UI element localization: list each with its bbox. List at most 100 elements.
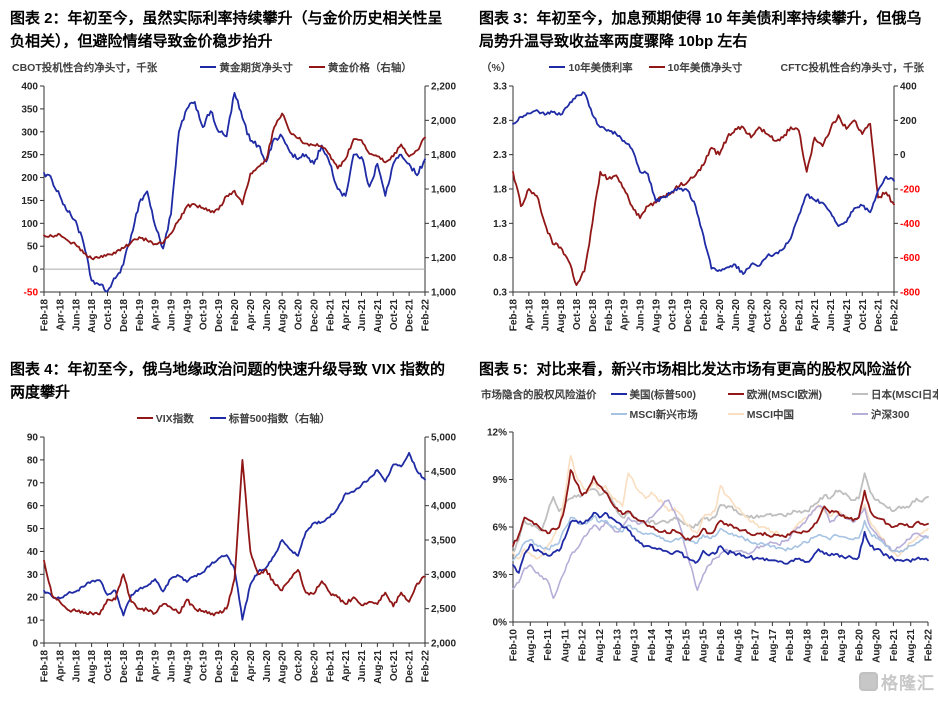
svg-text:Aug-20: Aug-20	[278, 299, 289, 333]
svg-text:Feb-19: Feb-19	[604, 299, 615, 332]
svg-text:Jun-20: Jun-20	[731, 299, 742, 332]
svg-text:200: 200	[21, 173, 38, 184]
legend-item-ust-yield: 10年美债利率	[549, 60, 633, 75]
svg-text:Aug-16: Aug-16	[733, 628, 744, 662]
svg-text:-600: -600	[900, 253, 920, 264]
svg-text:Feb-18: Feb-18	[785, 628, 796, 661]
svg-text:Feb-11: Feb-11	[543, 628, 554, 660]
legend-label: 黄金期货净头寸	[219, 61, 293, 74]
legend-label: 欧洲(MSCI欧洲)	[746, 388, 822, 401]
line-marker-icon	[610, 413, 627, 415]
svg-text:Aug-21: Aug-21	[906, 628, 917, 662]
svg-text:2.8: 2.8	[493, 116, 507, 127]
svg-text:Dec-18: Dec-18	[119, 650, 130, 683]
svg-text:Dec-20: Dec-20	[778, 299, 789, 332]
svg-text:Aug-12: Aug-12	[595, 628, 606, 662]
line-marker-icon	[648, 65, 665, 69]
svg-text:Jun-21: Jun-21	[357, 650, 368, 683]
svg-text:Aug-21: Aug-21	[373, 650, 384, 684]
svg-text:Feb-10: Feb-10	[509, 628, 520, 661]
svg-text:Jun-21: Jun-21	[357, 299, 368, 332]
svg-text:Apr-20: Apr-20	[715, 299, 726, 331]
svg-text:Dec-21: Dec-21	[405, 299, 416, 332]
svg-text:Aug-20: Aug-20	[278, 650, 289, 684]
svg-text:60: 60	[27, 501, 39, 512]
svg-text:Oct-21: Oct-21	[389, 299, 400, 331]
legend-label: 10年美债利率	[568, 61, 633, 74]
svg-text:Feb-18: Feb-18	[40, 650, 51, 683]
svg-text:50: 50	[27, 524, 39, 535]
svg-text:Aug-15: Aug-15	[699, 628, 710, 662]
svg-text:Aug-18: Aug-18	[87, 650, 98, 684]
svg-text:Feb-19: Feb-19	[135, 299, 146, 332]
chart-3-title: 图表 3：年初至今，加息预期使得 10 年美债利率持续攀升，但俄乌局势升温导致收…	[479, 10, 922, 50]
svg-text:Oct-19: Oct-19	[198, 650, 209, 682]
svg-text:Aug-20: Aug-20	[747, 299, 758, 333]
legend-label: 标普500指数（右轴）	[228, 412, 331, 425]
svg-text:Oct-18: Oct-18	[103, 299, 114, 331]
svg-text:Oct-20: Oct-20	[294, 650, 305, 682]
svg-text:Dec-19: Dec-19	[214, 299, 225, 332]
chart-3-left-axis-caption: （%）	[481, 61, 512, 74]
chart-4-canvas: 90 80 70 60 50 40 30 20 10 0 5,000 4,500 4,000 3,500 3…	[27, 433, 457, 684]
svg-text:Jun-19: Jun-19	[167, 650, 178, 683]
chart-2-legend: 黄金期货净头寸 黄金价格（右轴）	[157, 60, 455, 75]
svg-text:Feb-20: Feb-20	[699, 299, 710, 332]
svg-text:Oct-19: Oct-19	[198, 299, 209, 331]
svg-text:50: 50	[27, 242, 39, 253]
svg-text:3,000: 3,000	[431, 570, 456, 581]
svg-text:-50: -50	[24, 288, 39, 299]
svg-text:Oct-18: Oct-18	[103, 650, 114, 682]
svg-text:Feb-21: Feb-21	[889, 628, 900, 661]
svg-text:0.8: 0.8	[493, 253, 507, 264]
svg-text:6%: 6%	[493, 522, 508, 533]
legend-item-japan: 日本(MSCI日本)	[852, 387, 938, 402]
svg-text:40: 40	[27, 547, 39, 558]
gelonghui-logo-icon	[859, 672, 878, 691]
svg-text:Feb-20: Feb-20	[230, 299, 241, 332]
legend-label: 黄金价格（右轴）	[327, 61, 412, 74]
svg-text:Dec-19: Dec-19	[683, 299, 694, 332]
svg-text:2,000: 2,000	[431, 116, 456, 127]
svg-text:0.3: 0.3	[493, 288, 507, 299]
chart-3-right-axis-caption: CFTC投机性合约净头寸，千张	[780, 61, 925, 74]
svg-text:Jun-21: Jun-21	[826, 299, 837, 332]
svg-text:12%: 12%	[487, 427, 507, 438]
svg-text:Aug-11: Aug-11	[560, 628, 571, 662]
chart-3-legend: 10年美债利率 10年美债净头寸	[511, 60, 780, 75]
svg-text:Apr-21: Apr-21	[810, 299, 821, 331]
svg-text:-400: -400	[900, 219, 920, 230]
svg-text:0: 0	[32, 265, 38, 276]
svg-text:Apr-20: Apr-20	[246, 650, 257, 682]
legend-item-vix: VIX指数	[136, 411, 194, 426]
chart-2-left-axis-caption: CBOT投机性合约净头寸，千张	[12, 61, 158, 74]
chart-3-canvas: 3.3 2.8 2.3 1.8 1.3 0.8 0.3 400 200 0 -200 -400 -600…	[493, 82, 920, 333]
svg-text:250: 250	[21, 150, 38, 161]
line-marker-icon	[852, 413, 868, 415]
chart-5-legend: 美国(标普500) 欧洲(MSCI欧洲) 日本(MSCI日本) MSCI新兴市场…	[610, 387, 938, 422]
legend-item-spx: 标普500指数（右轴）	[209, 411, 331, 426]
svg-text:Jun-18: Jun-18	[540, 299, 551, 332]
svg-text:350: 350	[21, 104, 38, 115]
svg-text:Feb-13: Feb-13	[612, 628, 623, 661]
svg-text:150: 150	[21, 196, 38, 207]
legend-item-europe: 欧洲(MSCI欧洲)	[727, 387, 822, 402]
svg-text:90: 90	[27, 433, 39, 444]
svg-text:Aug-19: Aug-19	[182, 299, 193, 333]
legend-label: MSCI中国	[746, 408, 794, 421]
svg-text:300: 300	[21, 127, 38, 138]
svg-text:Apr-21: Apr-21	[341, 650, 352, 682]
svg-text:Dec-18: Dec-18	[119, 299, 130, 332]
chart-panel-2: 图表 2：年初至今，虽然实际利率持续攀升（与金价历史相关性呈负相关），但避险情绪…	[0, 0, 469, 351]
chart-5-caption-row: 市场隐含的股权风险溢价 美国(标普500) 欧洲(MSCI欧洲) 日本(MSCI…	[473, 387, 938, 422]
svg-text:Apr-19: Apr-19	[151, 299, 162, 331]
svg-text:Aug-21: Aug-21	[842, 299, 853, 333]
svg-text:Dec-19: Dec-19	[214, 650, 225, 683]
svg-text:Feb-19: Feb-19	[820, 628, 831, 661]
chart-2-caption-row: CBOT投机性合约净头寸，千张 黄金期货净头寸 黄金价格（右轴）	[4, 58, 465, 76]
gelonghui-watermark-text: 格隆汇	[881, 674, 935, 693]
svg-text:1,000: 1,000	[431, 288, 456, 299]
svg-text:Feb-22: Feb-22	[890, 299, 901, 332]
